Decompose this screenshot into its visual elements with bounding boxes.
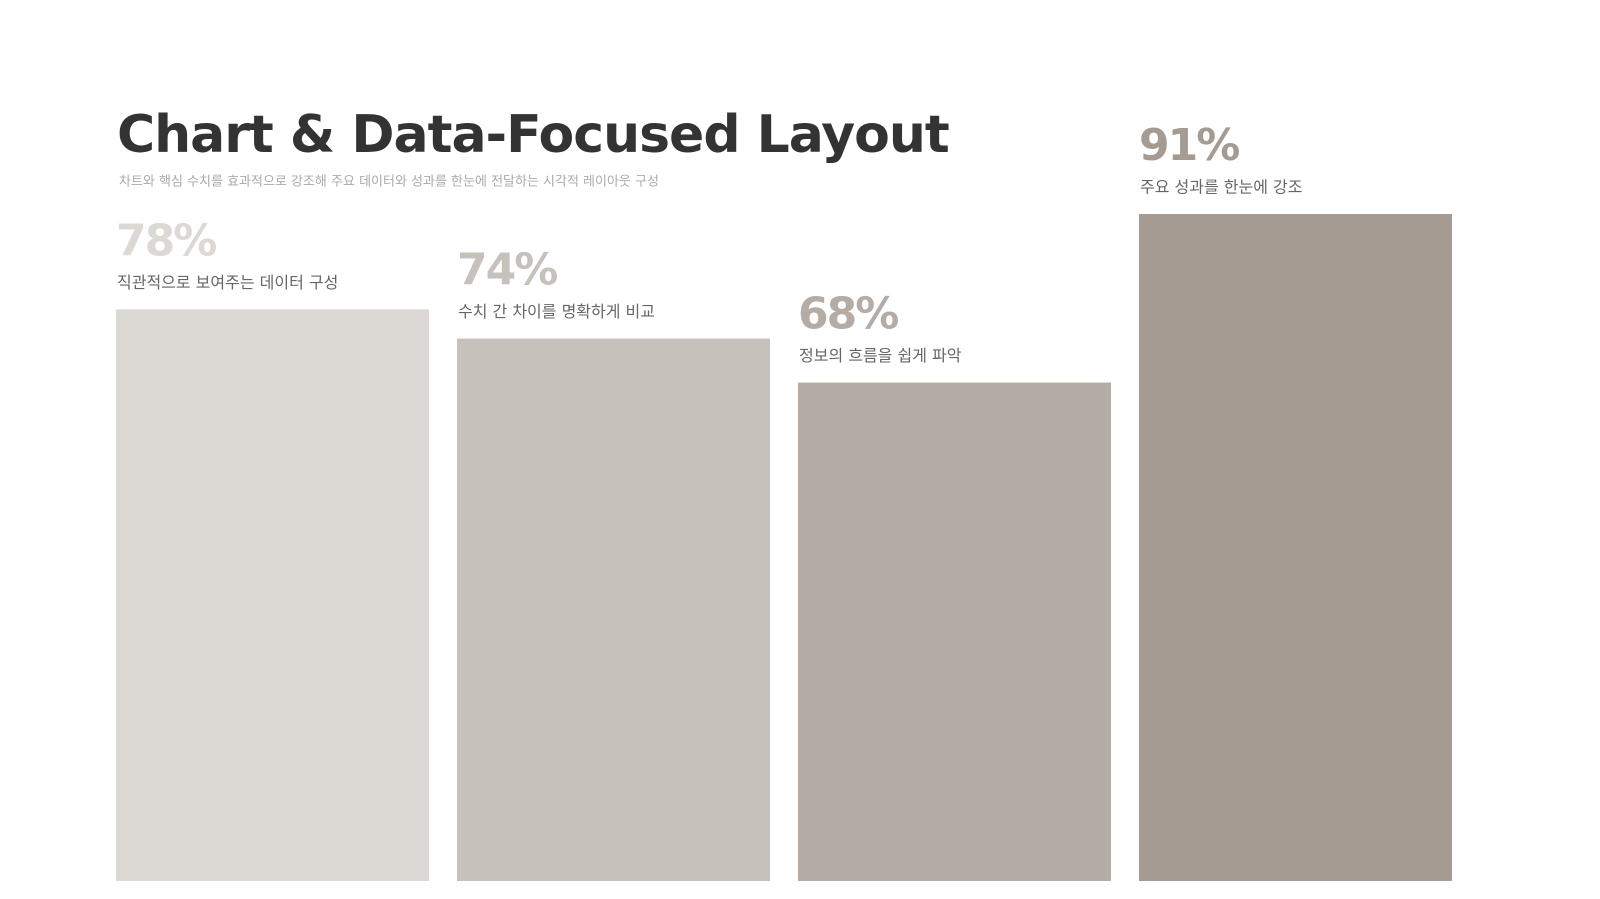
bar	[798, 382, 1111, 881]
category-label: 정보의 흐름을 쉽게 파악	[799, 346, 962, 365]
value-label: 78%	[116, 215, 216, 266]
chart-title: Chart & Data-Focused Layout	[117, 105, 949, 165]
bar	[457, 338, 770, 882]
category-label: 직관적으로 보여주는 데이터 구성	[117, 273, 338, 292]
value-label: 91%	[1139, 120, 1239, 171]
category-label: 주요 성과를 한눈에 강조	[1140, 178, 1302, 197]
chart-subtitle: 차트와 핵심 수치를 효과적으로 강조해 주요 데이터와 성과를 한눈에 전달하…	[119, 175, 659, 190]
bar	[116, 309, 429, 881]
category-label: 수치 간 차이를 명확하게 비교	[458, 302, 655, 321]
value-label: 68%	[798, 289, 898, 340]
bar	[1139, 214, 1452, 881]
value-label: 74%	[457, 245, 557, 296]
